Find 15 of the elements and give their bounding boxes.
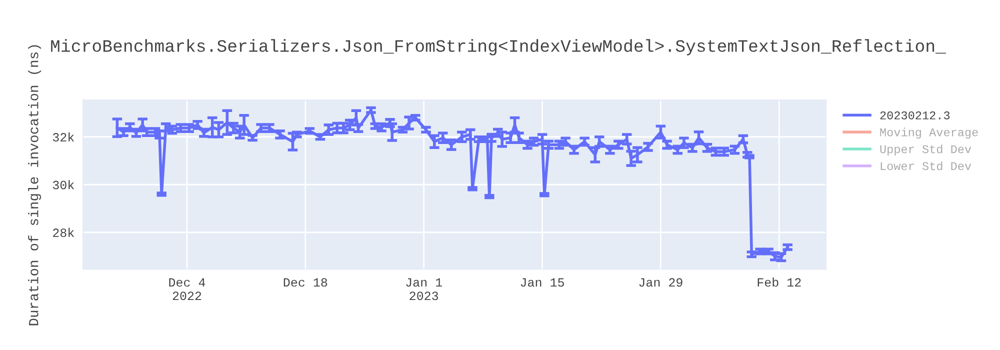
- x-tick-label: Dec 4 2022: [169, 278, 206, 300]
- x-tick-label: Jan 1 2023: [406, 278, 442, 300]
- y-axis-title: Duration of single invocation (ns): [28, 45, 42, 326]
- legend-label: Moving Average: [880, 128, 978, 139]
- chart-title: MicroBenchmarks.Serializers.Json_FromString<IndexViewModel>.SystemTextJson_Reflection_: [51, 39, 946, 56]
- x-tick-label: Jan 15: [520, 278, 564, 287]
- legend-label: Upper Std Dev: [880, 144, 972, 156]
- y-tick-label: 28k: [53, 228, 74, 238]
- y-tick-label: 30k: [52, 180, 74, 190]
- x-tick-label: Dec 18: [284, 278, 328, 287]
- x-tick-label: Jan 29: [639, 278, 682, 287]
- legend-label: 20230212.3: [880, 111, 950, 120]
- legend-label: Lower Std Dev: [880, 161, 972, 170]
- y-tick-label: 32k: [52, 132, 74, 142]
- x-tick-label: Feb 12: [758, 277, 801, 287]
